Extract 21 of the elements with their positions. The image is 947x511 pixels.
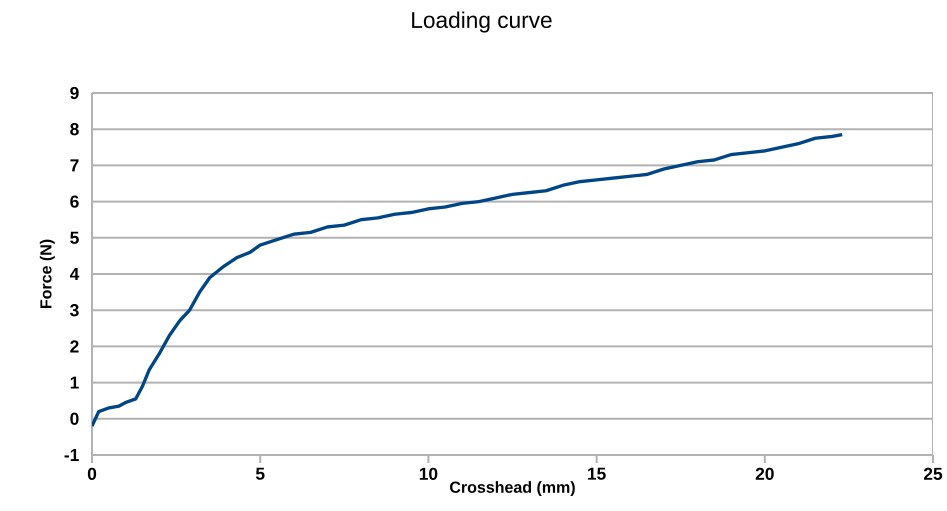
y-tick-label: 0 <box>70 412 79 425</box>
x-tick-label: 0 <box>88 468 96 480</box>
y-tick-label: -1 <box>64 449 79 461</box>
x-tick-label: 15 <box>588 468 606 480</box>
x-tick-label: 25 <box>924 468 942 480</box>
chart-title: Loading curve <box>412 11 552 33</box>
y-tick-label: 9 <box>70 86 79 100</box>
x-tick-label: 20 <box>756 468 774 480</box>
y-axis-title: Force (N) <box>40 240 55 308</box>
y-tick-label: 3 <box>70 304 79 316</box>
y-tick-label: 5 <box>70 232 79 244</box>
y-tick-label: 4 <box>70 268 80 280</box>
y-tick-label: 7 <box>70 159 79 172</box>
y-tick-label: 2 <box>70 340 79 352</box>
y-tick-label: 6 <box>70 195 79 208</box>
y-tick-label: 8 <box>70 123 79 136</box>
x-axis-title: Crosshead (mm) <box>450 481 575 496</box>
line-series <box>92 132 844 428</box>
y-tick-label: 1 <box>70 376 79 389</box>
x-tick-label: 5 <box>256 468 265 480</box>
x-tick-label: 10 <box>420 468 438 480</box>
